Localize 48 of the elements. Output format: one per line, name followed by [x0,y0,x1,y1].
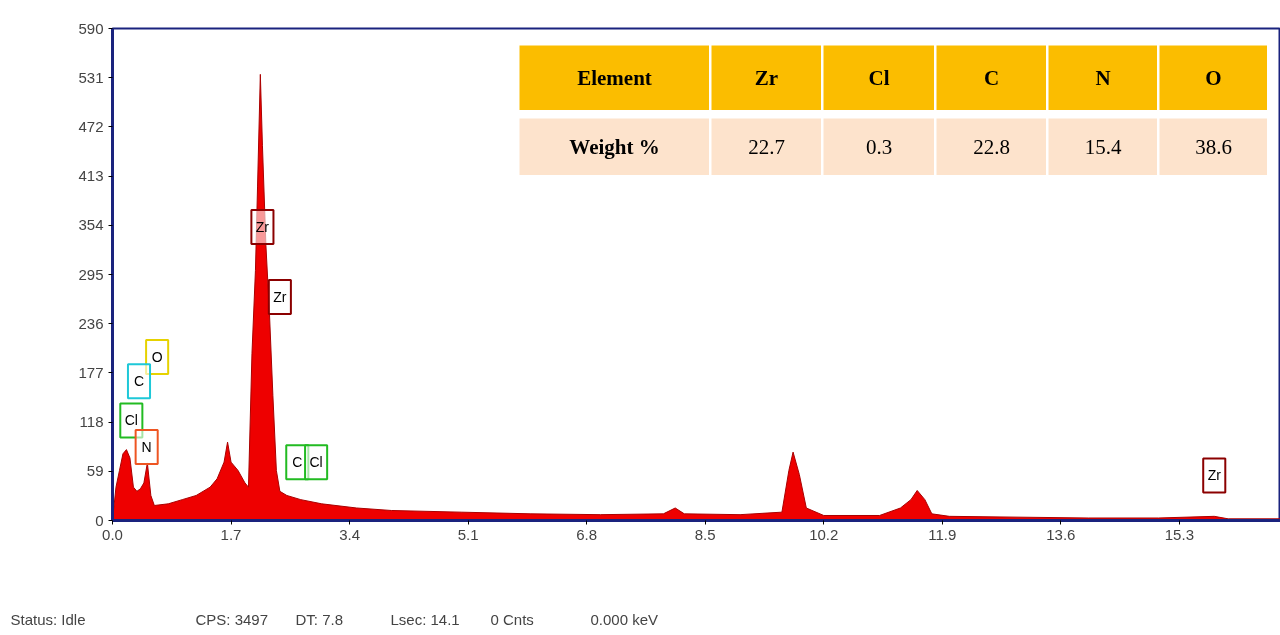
x-tick-label: 6.8 [576,525,598,543]
y-tick-label: 295 [78,265,104,283]
x-tick-label: 13.6 [1046,525,1076,543]
x-tick-label: 0.0 [102,525,123,543]
text: 0 Cnts [490,610,534,628]
y-tick-label: 354 [78,216,104,234]
text: Lsec: 14.1 [390,610,460,628]
y-tick-label: 590 [78,19,104,37]
x-tick-label: 8.5 [694,525,716,543]
y-tick-label: 531 [78,68,104,86]
x-tick-label: 5.1 [457,525,479,543]
category-label: N [1095,66,1111,90]
category-label: Cl [868,66,890,90]
y-tick-label: 177 [78,363,104,381]
x-tick-label: 10.2 [809,525,839,543]
x-tick-label: 15.3 [1164,525,1194,543]
y-tick-label: 0 [95,511,104,529]
data-label: 0.3 [865,135,893,159]
category-label: Zr [754,66,779,90]
annotation: C [133,373,145,390]
annotation: Zr [273,289,287,306]
annotation: Cl [309,454,323,471]
data-label: 22.8 [973,135,1010,159]
annotation: Cl [124,412,138,429]
y-tick-label: 413 [78,167,104,185]
data-label: 15.4 [1084,135,1122,159]
y-tick-label: 59 [86,462,104,480]
y-tick-label: 118 [79,413,104,431]
y-tick-label: 236 [78,314,104,332]
annotation: Zr [1207,467,1222,484]
annotation: O [151,349,163,366]
x-tick-label: 11.9 [928,525,957,543]
annotation: C [292,454,303,471]
text: CPS: 3497 [195,610,269,628]
text: Status: Idle [10,610,86,628]
data-label: 22.7 [748,135,785,159]
data-label: 38.6 [1195,135,1232,159]
text: DT: 7.8 [295,610,344,628]
y-tick-label: 472 [78,117,104,135]
category-label: O [1205,66,1222,90]
text: Element [577,66,652,90]
x-tick-label: 1.7 [220,525,242,543]
text: Weight % [569,135,660,159]
text: 0.000 keV [590,610,659,628]
annotation: N [141,439,152,456]
category-label: C [983,66,1000,90]
x-tick-label: 3.4 [339,525,361,543]
annotation: Zr [255,218,270,235]
